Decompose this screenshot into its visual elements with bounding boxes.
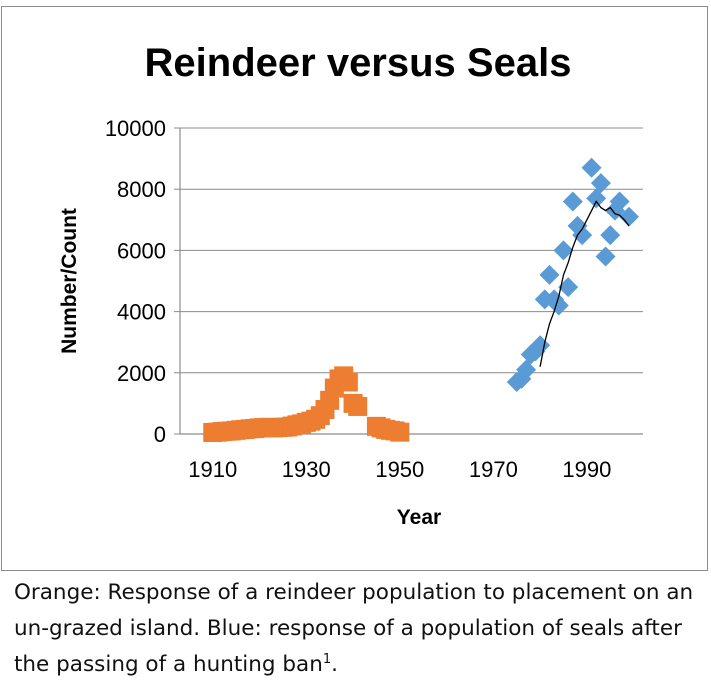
seal-series <box>506 157 639 392</box>
y-tick-label: 10000 <box>105 116 166 141</box>
seal-point <box>586 188 607 209</box>
seal-point <box>590 173 611 194</box>
chart-frame <box>1 6 708 571</box>
seal-point <box>562 191 583 212</box>
y-tick-label: 2000 <box>117 361 166 386</box>
seal-point <box>553 240 574 261</box>
y-tick-label: 6000 <box>117 238 166 263</box>
x-tick-label: 1990 <box>562 457 611 482</box>
reindeer-point <box>348 396 368 416</box>
seal-point <box>539 264 560 285</box>
reindeer-series <box>203 366 410 442</box>
x-tick-label: 1930 <box>282 457 331 482</box>
seal-point <box>600 225 621 246</box>
seal-point <box>558 277 579 298</box>
seal-point <box>572 225 593 246</box>
seal-point <box>581 157 602 178</box>
figure-caption: Orange: Response of a reindeer populatio… <box>14 575 704 683</box>
x-tick-label: 1970 <box>469 457 518 482</box>
gridlines <box>174 127 643 435</box>
seal-point <box>595 246 616 267</box>
x-tick-labels: 1910 1930 1950 1970 1990 <box>188 457 611 482</box>
y-tick-label: 4000 <box>117 300 166 325</box>
y-axis-label: Number/Count <box>58 208 81 354</box>
reindeer-point <box>338 372 358 392</box>
y-tick-label: 8000 <box>117 177 166 202</box>
y-tick-labels: 0 2000 4000 6000 8000 10000 <box>105 116 166 447</box>
seal-point <box>516 359 537 380</box>
caption-end: . <box>331 652 338 677</box>
x-tick-label: 1950 <box>375 457 424 482</box>
reindeer-point <box>390 422 410 442</box>
caption-footnote: 1 <box>322 651 332 667</box>
x-axis-label: Year <box>397 506 441 529</box>
caption-text: Orange: Response of a reindeer populatio… <box>14 580 694 677</box>
y-tick-label: 0 <box>154 422 166 447</box>
chart-title: Reindeer versus Seals <box>145 41 572 85</box>
x-tick-label: 1910 <box>188 457 237 482</box>
seal-trendline <box>539 200 630 367</box>
seal-point <box>618 206 639 227</box>
seal-point <box>609 191 630 212</box>
